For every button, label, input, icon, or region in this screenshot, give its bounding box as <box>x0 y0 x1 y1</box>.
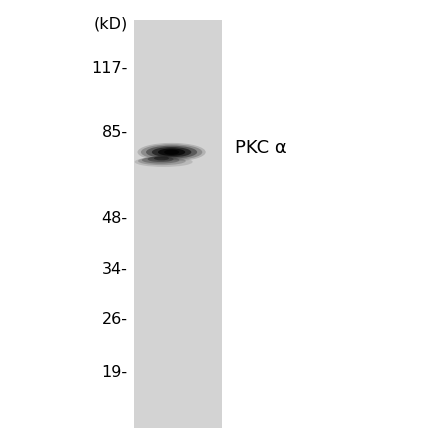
Ellipse shape <box>164 149 179 155</box>
Text: 117-: 117- <box>91 61 128 76</box>
Bar <box>134 20 222 428</box>
Text: 48-: 48- <box>102 211 128 226</box>
Ellipse shape <box>138 143 206 161</box>
Ellipse shape <box>154 156 169 161</box>
Ellipse shape <box>152 147 191 157</box>
Ellipse shape <box>141 144 202 160</box>
Text: 19-: 19- <box>102 365 128 380</box>
Ellipse shape <box>146 146 197 159</box>
Ellipse shape <box>148 157 173 162</box>
Ellipse shape <box>158 149 185 156</box>
Text: (kD): (kD) <box>93 17 128 32</box>
Ellipse shape <box>135 157 193 167</box>
Ellipse shape <box>138 157 186 165</box>
Text: 26-: 26- <box>102 312 128 327</box>
Text: PKC α: PKC α <box>235 139 287 157</box>
Ellipse shape <box>142 157 180 164</box>
Text: 85-: 85- <box>102 125 128 140</box>
Text: 34-: 34- <box>102 262 128 277</box>
